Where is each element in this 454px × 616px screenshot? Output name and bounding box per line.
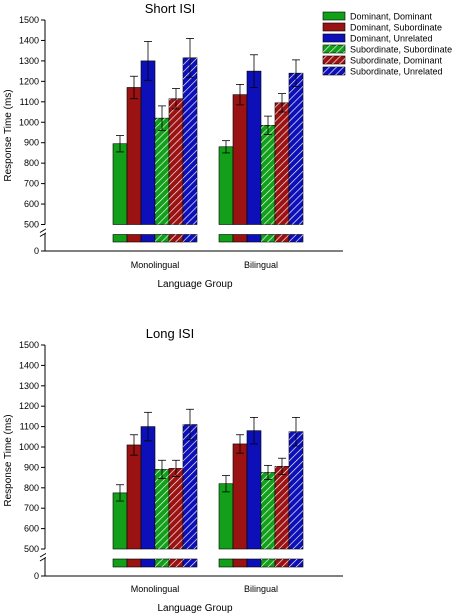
y-tick-label: 1500 (19, 15, 39, 25)
x-axis-label: Language Group (157, 279, 233, 290)
y-tick-label: 1300 (19, 381, 39, 391)
bar (232, 443, 248, 550)
y-tick-label: 500 (24, 220, 39, 230)
y-tick-label: 1500 (19, 340, 39, 350)
axis-break-gap (46, 550, 344, 558)
legend-swatch-hatch (323, 67, 345, 75)
bar-lower (140, 558, 156, 568)
x-tick-label: Monolingual (131, 584, 180, 594)
bar-hatch (275, 559, 289, 567)
legend-label: Subordinate, Dominant (350, 56, 443, 66)
y-tick-label: 1400 (19, 35, 39, 45)
x-axis-label: Language Group (157, 603, 233, 614)
bar (218, 483, 234, 550)
y-tick-label: 1000 (19, 117, 39, 127)
bar-lower (246, 558, 262, 568)
bar-lower (126, 234, 142, 243)
y-tick-label: 1100 (20, 422, 39, 432)
bar-hatch (261, 559, 275, 567)
y-tick-label: 900 (24, 138, 39, 148)
bar (126, 87, 142, 225)
legend-swatch-hatch (323, 45, 345, 53)
legend-label: Dominant, Subordinate (350, 23, 442, 33)
y-axis-label: Response Time (ms) (3, 89, 14, 181)
y-tick-label: 1200 (19, 401, 39, 411)
bar-hatch (155, 559, 169, 567)
legend-label: Dominant, Dominant (350, 12, 433, 22)
bar-hatch (169, 468, 183, 549)
short-isi-chart: Short ISI 1500 1400 1300 1200 1100 1000 900 800 7… (3, 1, 344, 290)
bar-lower (232, 234, 248, 243)
legend-label: Subordinate, Unrelated (350, 67, 443, 77)
bar-hatch (289, 559, 303, 567)
legend-label: Dominant, Unrelated (350, 34, 433, 44)
bar (246, 430, 262, 550)
bar-hatch (183, 424, 197, 549)
y-tick-label: 900 (24, 462, 39, 472)
bar-lower (126, 558, 142, 568)
y-tick-label: 1200 (19, 76, 39, 86)
y-tick-label: 500 (24, 544, 39, 554)
chart-title: Long ISI (146, 326, 194, 341)
bar-hatch (261, 125, 275, 225)
bar-hatch (261, 234, 275, 242)
legend-label: Subordinate, Subordinate (350, 45, 452, 55)
bar (112, 143, 128, 225)
chart-title: Short ISI (145, 1, 196, 16)
bar-lower (218, 558, 234, 568)
bar-hatch (183, 57, 197, 225)
bar-hatch (289, 73, 303, 225)
bar-hatch (289, 234, 303, 242)
y-tick-label: 1400 (19, 360, 39, 370)
long-isi-chart: Long ISI 1500 1400 1300 1200 1100 1000 900 800 70… (3, 326, 344, 614)
axis-break-gap (46, 225, 344, 234)
bar-lower (232, 558, 248, 568)
y-tick-label: 700 (24, 179, 39, 189)
y-tick-label: 600 (24, 524, 39, 534)
bar-hatch (275, 102, 289, 225)
bar (246, 70, 262, 225)
bar-hatch (169, 98, 183, 225)
bar (140, 60, 156, 225)
bar-lower (140, 234, 156, 243)
bar (126, 444, 142, 550)
bar-lower (112, 234, 128, 243)
bar (140, 426, 156, 550)
bar-hatch (275, 466, 289, 549)
bar-hatch (169, 559, 183, 567)
legend-swatch (322, 33, 346, 43)
y-tick-label: 1300 (19, 56, 39, 66)
x-tick-label: Bilingual (244, 584, 278, 594)
y-tick-label: 1100 (20, 97, 39, 107)
bar-hatch (261, 472, 275, 549)
bar-hatch (155, 234, 169, 242)
bar-hatch (183, 559, 197, 567)
y-tick-label: 0 (34, 246, 39, 256)
y-tick-label: 700 (24, 503, 39, 513)
y-axis-label: Response Time (ms) (3, 414, 14, 506)
bar-lower (246, 234, 262, 243)
legend-swatch (322, 11, 346, 21)
bar-hatch (155, 118, 169, 225)
bar-lower (112, 558, 128, 568)
legend-swatch (322, 22, 346, 32)
bar-lower (218, 234, 234, 243)
bar (232, 94, 248, 225)
legend-swatch-hatch (323, 56, 345, 64)
bar-hatch (155, 469, 169, 549)
y-tick-label: 800 (24, 158, 39, 168)
bar-hatch (289, 431, 303, 549)
bar-hatch (183, 234, 197, 242)
y-tick-label: 0 (34, 571, 39, 581)
y-tick-label: 800 (24, 483, 39, 493)
y-tick-label: 600 (24, 199, 39, 209)
bar-hatch (169, 234, 183, 242)
bar-hatch (275, 234, 289, 242)
bar (218, 146, 234, 225)
x-tick-label: Bilingual (244, 260, 278, 270)
y-tick-label: 1000 (19, 442, 39, 452)
x-tick-label: Monolingual (131, 260, 180, 270)
